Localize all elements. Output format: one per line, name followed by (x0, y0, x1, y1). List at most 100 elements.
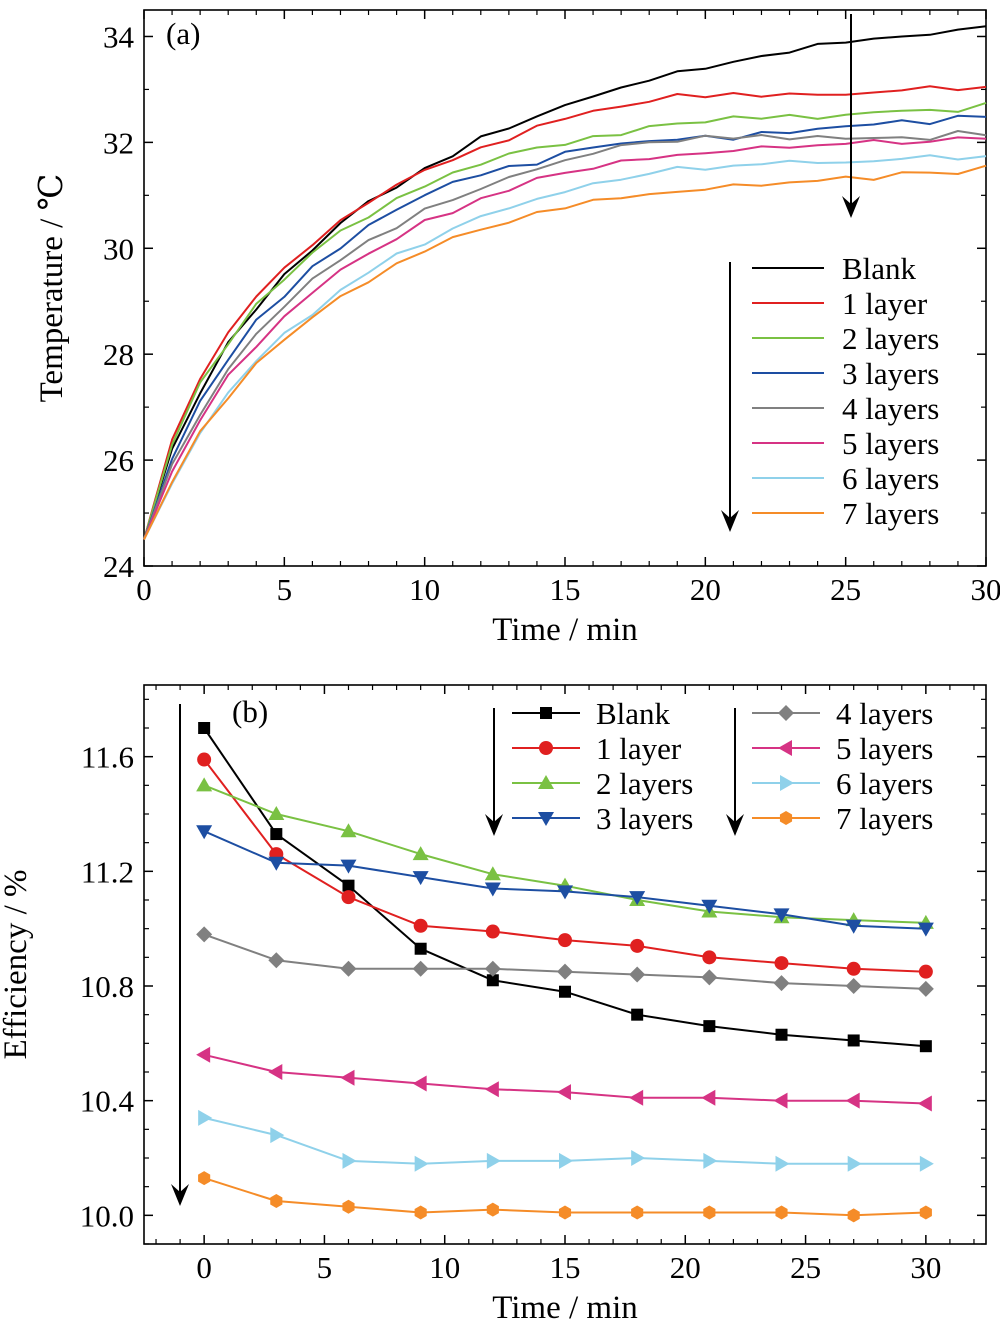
data-point (414, 1205, 427, 1220)
data-point (629, 966, 646, 983)
data-point (631, 1205, 644, 1220)
series-line (143, 25, 987, 540)
legend-marker (778, 705, 794, 721)
data-point (270, 1194, 283, 1208)
data-point (773, 1092, 788, 1109)
legend-label: 5 layers (836, 731, 933, 766)
data-point (917, 1095, 932, 1112)
panel-a-temperature-chart: 0 5 10 15 20 25 30 24 26 28 30 32 34 Time / min Temper… (34, 9, 1000, 648)
x-tick-label: 15 (550, 1250, 581, 1285)
data-point (845, 978, 862, 994)
data-point (486, 1152, 501, 1169)
series-line (143, 85, 987, 540)
legend-label: 2 layers (842, 321, 939, 356)
data-point (557, 963, 573, 980)
legend-label: 6 layers (842, 461, 939, 496)
data-point (196, 825, 213, 840)
legend-label: 3 layers (596, 801, 693, 836)
series-3-layers (196, 825, 934, 937)
x-tick-label: 30 (910, 1250, 941, 1285)
series-7-layers (143, 164, 987, 540)
data-point (198, 1109, 213, 1126)
legend-marker (540, 707, 552, 719)
data-point (340, 1069, 355, 1086)
legend-marker (538, 775, 554, 789)
data-point (629, 1089, 644, 1106)
x-tick-label: 30 (971, 572, 1000, 607)
series-blank (143, 25, 987, 540)
series-1-layer (197, 752, 933, 979)
legend-label: 7 layers (842, 496, 939, 531)
y-tick-label: 34 (103, 19, 135, 54)
legend-marker (539, 741, 553, 755)
data-point (198, 1171, 211, 1186)
data-point (845, 1092, 860, 1109)
series-7-layers (198, 1171, 932, 1223)
decrease-arrow (842, 14, 860, 218)
panel-label: (a) (166, 16, 200, 51)
series-line (143, 154, 987, 540)
data-point (196, 926, 213, 943)
series-2-layers (196, 777, 934, 929)
x-tick-label: 10 (429, 1250, 460, 1285)
decrease-arrow-head (171, 1184, 189, 1206)
data-point (268, 856, 285, 871)
series-3-layers (143, 114, 987, 540)
data-point (917, 980, 934, 997)
data-point (484, 960, 501, 977)
data-point (773, 908, 790, 923)
data-point (701, 1089, 716, 1106)
legend-order-arrow-2-head (726, 814, 744, 836)
series-6-layers (143, 154, 987, 540)
data-point (414, 1155, 429, 1172)
data-point (919, 1155, 934, 1172)
data-point (341, 890, 356, 905)
data-point (484, 1081, 499, 1098)
data-point (919, 1040, 932, 1053)
data-point (774, 956, 789, 971)
data-point (270, 1127, 285, 1144)
legend-marker (779, 811, 793, 825)
series-line (143, 114, 987, 540)
data-point (486, 1202, 499, 1217)
data-point (198, 722, 211, 734)
legend-label: 4 layers (842, 391, 939, 426)
series-5-layers (196, 1046, 932, 1112)
y-tick-label: 11.2 (81, 854, 134, 889)
series-4-layers (143, 130, 987, 540)
data-point (775, 1205, 788, 1220)
x-tick-label: 10 (409, 572, 440, 607)
legend-label: Blank (596, 696, 671, 731)
data-point (917, 922, 934, 937)
panel-b-efficiency-chart: 0 5 10 15 20 25 30 10.0 10.4 10.8 11.2 11.6 Time / m… (0, 684, 987, 1326)
x-tick-label: 0 (136, 572, 152, 607)
y-axis-label: Temperature / ℃ (34, 174, 70, 403)
panel-label: (b) (232, 694, 268, 729)
legend-order-arrow (721, 262, 739, 532)
data-point (703, 1152, 718, 1169)
data-point (557, 1084, 571, 1101)
data-point (557, 885, 573, 900)
legend-order-arrow-1 (485, 708, 503, 836)
data-point (847, 1034, 860, 1047)
data-point (701, 899, 718, 914)
decrease-arrow-head (842, 196, 860, 218)
y-tick-label: 10.8 (80, 969, 134, 1004)
data-point (340, 960, 357, 977)
data-point (268, 806, 285, 820)
data-point (268, 952, 285, 969)
data-point (196, 777, 213, 792)
legend-label: 2 layers (596, 766, 693, 801)
y-tick-label: 30 (103, 231, 134, 266)
legend-order-arrow-1-head (485, 814, 503, 836)
y-tick-label: 11.6 (81, 740, 134, 775)
y-tick-label: 10.4 (80, 1084, 135, 1119)
data-point (342, 879, 355, 892)
data-point (268, 1064, 283, 1080)
data-point (703, 1020, 716, 1033)
data-point (412, 960, 429, 977)
series-line (143, 136, 987, 540)
data-point (847, 1155, 862, 1172)
y-tick-label: 28 (103, 337, 134, 372)
